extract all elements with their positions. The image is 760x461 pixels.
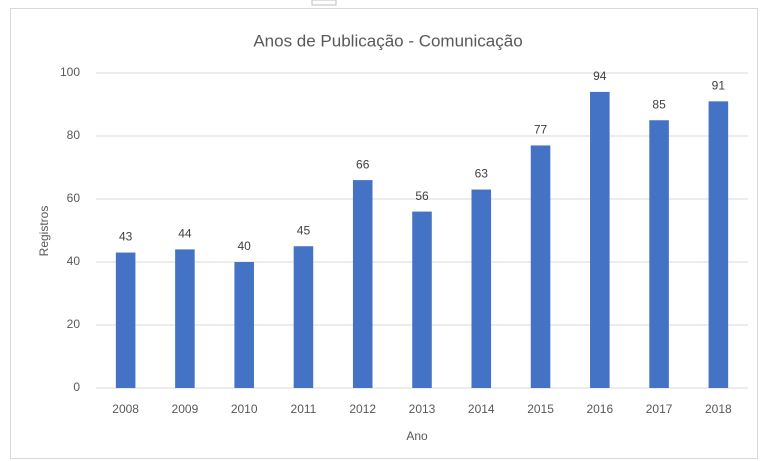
bar xyxy=(471,189,492,388)
bar xyxy=(293,246,314,388)
bar xyxy=(412,211,432,388)
y-tick-label: 40 xyxy=(67,254,81,268)
bar xyxy=(590,91,610,389)
x-tick-label: 2016 xyxy=(586,402,613,416)
y-tick-label: 20 xyxy=(67,317,81,331)
bar xyxy=(175,249,195,388)
x-tick-label: 2011 xyxy=(291,402,317,416)
x-axis-label: Ano xyxy=(406,429,428,443)
data-label: 66 xyxy=(356,157,370,171)
bar xyxy=(234,262,254,388)
y-tick-label: 0 xyxy=(73,380,80,394)
x-tick-label: 2012 xyxy=(349,402,376,416)
x-tick-label: 2015 xyxy=(527,402,554,416)
bar xyxy=(530,145,551,388)
data-label: 94 xyxy=(593,69,607,83)
x-tick-label: 2009 xyxy=(172,402,199,416)
data-label: 91 xyxy=(712,79,726,93)
bar xyxy=(352,180,373,388)
x-tick-label: 2014 xyxy=(468,402,495,416)
y-tick-label: 60 xyxy=(67,191,81,205)
y-tick-label: 80 xyxy=(67,128,81,142)
y-axis-label: Registros xyxy=(37,206,51,257)
chart-title: Anos de Publicação - Comunicação xyxy=(253,31,522,50)
data-label: 56 xyxy=(415,189,429,203)
bar xyxy=(115,252,136,388)
data-label: 45 xyxy=(297,223,311,237)
x-tick-label: 2018 xyxy=(705,402,732,416)
x-tick-label: 2010 xyxy=(231,402,258,416)
data-label: 44 xyxy=(178,227,192,241)
x-tick-label: 2008 xyxy=(112,402,139,416)
data-label: 63 xyxy=(475,167,489,181)
data-label: 77 xyxy=(534,123,548,137)
x-tick-label: 2013 xyxy=(409,402,436,416)
handle xyxy=(311,0,337,6)
data-label: 40 xyxy=(238,239,252,253)
bar xyxy=(708,101,729,388)
bar xyxy=(649,120,669,388)
data-label: 43 xyxy=(119,230,133,244)
x-tick-label: 2017 xyxy=(646,402,673,416)
data-label: 85 xyxy=(652,97,666,111)
y-tick-label: 100 xyxy=(60,65,80,79)
